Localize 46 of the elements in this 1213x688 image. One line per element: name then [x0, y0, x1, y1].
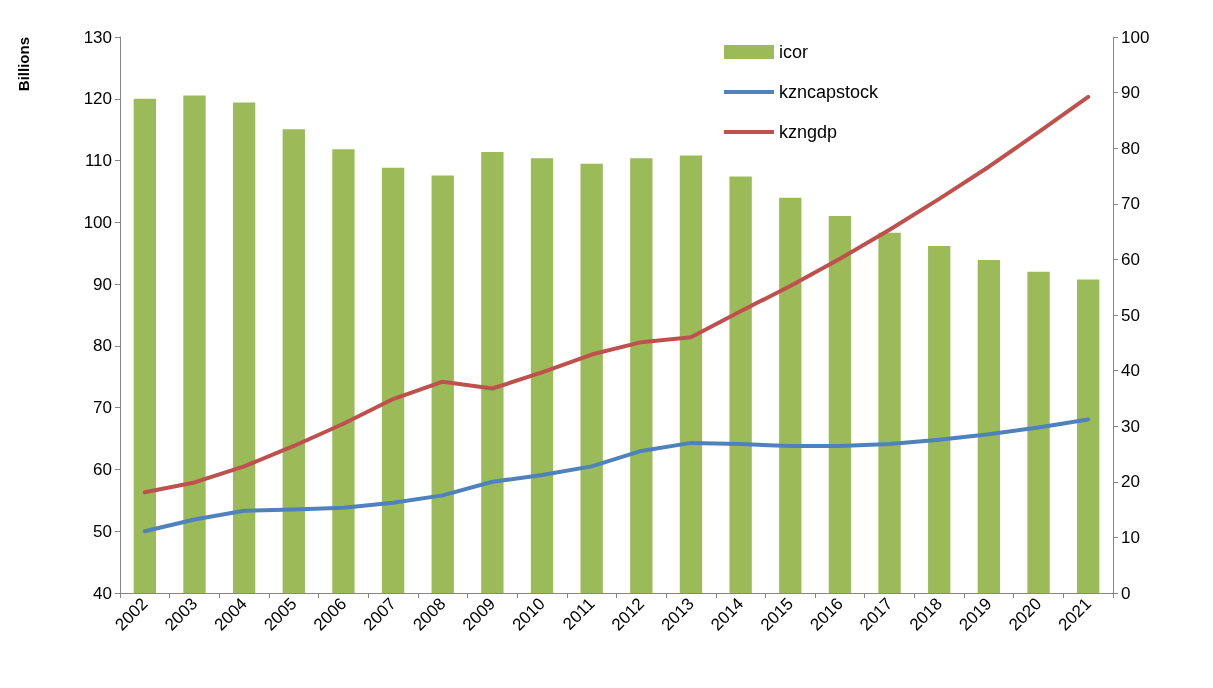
bar: [630, 158, 653, 593]
y-tick-label: 80: [93, 336, 112, 356]
legend-label: icor: [778, 42, 808, 62]
y-tick-label: 100: [83, 212, 112, 232]
y2-tick-label: 10: [1121, 527, 1140, 547]
y-axis-title: Billions: [15, 37, 32, 92]
bar: [1077, 279, 1100, 593]
bar: [530, 158, 554, 593]
bar: [1027, 271, 1050, 593]
bar: [828, 216, 852, 593]
bar: [580, 163, 603, 593]
bar: [481, 152, 504, 593]
y2-tick-label: 60: [1121, 249, 1140, 269]
y-tick-label: 40: [93, 583, 112, 603]
y-tick-label: 110: [84, 151, 112, 171]
bar: [332, 149, 355, 593]
y-tick-label: 130: [83, 27, 112, 47]
y-tick-label: 120: [83, 89, 112, 109]
bar: [878, 232, 901, 593]
y2-tick-label: 30: [1121, 416, 1140, 436]
y2-tick-label: 20: [1121, 472, 1140, 492]
y2-tick-label: 0: [1121, 583, 1131, 603]
line-series: [142, 417, 1091, 534]
bar: [232, 102, 256, 593]
bar: [679, 155, 703, 593]
bar: [779, 197, 802, 593]
y2-tick-label: 40: [1121, 361, 1140, 381]
y-tick-label: 50: [93, 521, 112, 541]
bar: [183, 95, 206, 593]
legend-label: kzncapstock: [778, 82, 879, 102]
bar: [133, 98, 156, 593]
bar: [928, 246, 951, 593]
bar: [431, 175, 454, 593]
y2-tick-label: 50: [1121, 305, 1140, 325]
bar: [977, 259, 1001, 593]
bar: [381, 167, 405, 593]
y-tick-label: 90: [93, 274, 112, 294]
y2-tick-label: 80: [1121, 138, 1140, 158]
y-tick-label: 60: [93, 459, 112, 479]
bar: [282, 129, 305, 593]
legend-label: kzngdp: [778, 122, 837, 142]
y2-tick-label: 70: [1121, 194, 1140, 214]
y-tick-label: 70: [93, 398, 112, 418]
y2-tick-label: 90: [1121, 83, 1140, 103]
bar: [729, 176, 752, 593]
y2-tick-label: 100: [1121, 27, 1150, 47]
